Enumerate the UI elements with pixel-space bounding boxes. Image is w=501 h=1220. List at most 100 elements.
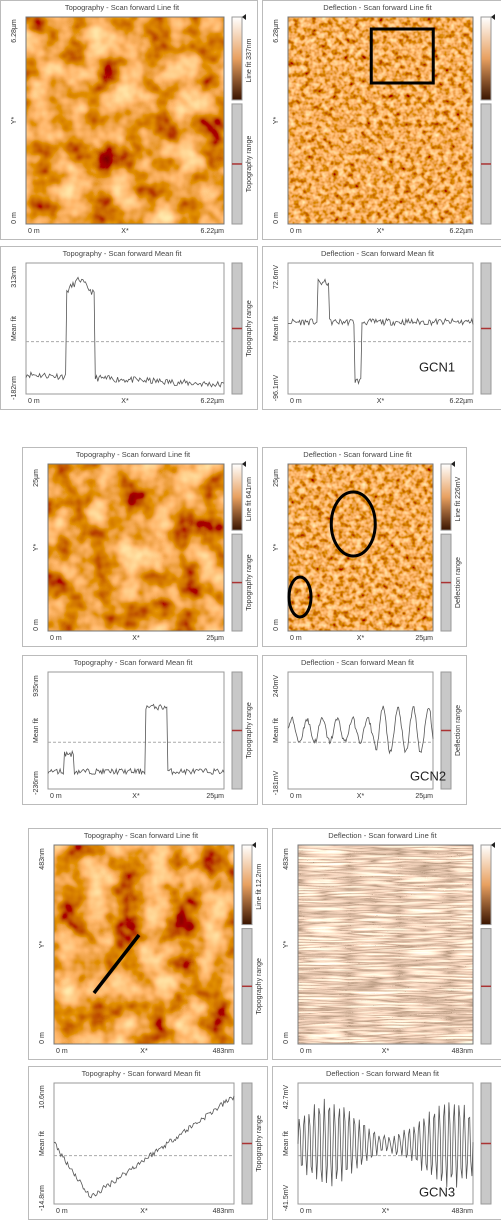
scan-image bbox=[54, 845, 234, 1044]
defl-profile: Deflection - Scan forward Mean fit 240mV M… bbox=[262, 655, 467, 805]
y-label: Y* bbox=[11, 117, 18, 125]
topo-image: Topography - Scan forward Line fit 25µm Y*… bbox=[22, 447, 258, 647]
scan-image bbox=[26, 17, 224, 224]
y-label: 313nm bbox=[11, 266, 18, 288]
range-label: Topography range bbox=[246, 554, 253, 611]
x-label: X* bbox=[377, 398, 385, 405]
x-label: X* bbox=[132, 793, 140, 800]
y-label: 42.7mV bbox=[283, 1085, 290, 1109]
y-label: Y* bbox=[39, 941, 46, 949]
x-label: 0 m bbox=[28, 228, 40, 235]
profile-path bbox=[92, 933, 141, 995]
x-label: 483nm bbox=[213, 1208, 235, 1215]
highlight-ellipse bbox=[287, 575, 313, 619]
x-label: 25µm bbox=[415, 635, 433, 642]
color-bar bbox=[241, 844, 253, 926]
panel-title: Deflection - Scan forward Mean fit bbox=[321, 249, 435, 258]
color-bar-marker bbox=[242, 14, 246, 20]
defl-profile: Deflection - Scan forward Mean fit 72.6mV… bbox=[262, 246, 501, 410]
x-label: 483nm bbox=[452, 1048, 474, 1055]
sample-label: GCN2 bbox=[410, 768, 446, 783]
image-border bbox=[287, 463, 434, 632]
y-label: Mean fit bbox=[39, 1131, 46, 1156]
scan-image bbox=[48, 464, 224, 631]
x-label: X* bbox=[377, 228, 385, 235]
range-label: Deflection range bbox=[455, 557, 462, 608]
y-label: 25µm bbox=[33, 469, 40, 487]
x-label: 0 m bbox=[290, 635, 302, 642]
highlight-box bbox=[369, 27, 435, 85]
x-label: 0 m bbox=[290, 398, 302, 405]
y-label: 0 m bbox=[273, 619, 280, 631]
panel-title: Topography - Scan forward Mean fit bbox=[74, 658, 194, 667]
x-label: 0 m bbox=[300, 1208, 312, 1215]
x-label: 0 m bbox=[56, 1208, 68, 1215]
x-label: 0 m bbox=[50, 793, 62, 800]
profile-line bbox=[47, 703, 225, 776]
color-bar-label: Line fit 226mV bbox=[455, 476, 462, 521]
scan-image bbox=[288, 17, 473, 224]
y-label: Y* bbox=[273, 544, 280, 552]
scan-image bbox=[298, 845, 473, 1044]
color-bar bbox=[440, 463, 452, 531]
y-label: Y* bbox=[273, 117, 280, 125]
y-label: 240mV bbox=[273, 675, 280, 698]
panel-title: Topography - Scan forward Line fit bbox=[65, 3, 180, 12]
image-border bbox=[297, 844, 474, 1045]
x-label: X* bbox=[382, 1208, 390, 1215]
y-label: -96.1mV bbox=[273, 374, 280, 401]
color-bar-marker bbox=[252, 842, 256, 848]
plot-area bbox=[25, 262, 225, 395]
x-label: X* bbox=[121, 398, 129, 405]
y-label: -41.5mV bbox=[283, 1184, 290, 1211]
panel-title: Deflection - Scan forward Mean fit bbox=[326, 1069, 440, 1078]
x-label: X* bbox=[140, 1048, 148, 1055]
x-label: X* bbox=[121, 228, 129, 235]
panel-title: Topography - Scan forward Line fit bbox=[76, 450, 191, 459]
image-border bbox=[25, 16, 225, 225]
plot-area bbox=[53, 1082, 235, 1205]
y-label: 10.6nm bbox=[39, 1085, 46, 1109]
x-label: 0 m bbox=[290, 793, 302, 800]
color-bar-marker bbox=[242, 461, 246, 467]
plot-area bbox=[47, 671, 225, 790]
plot-area bbox=[287, 262, 474, 395]
y-label: 483nm bbox=[283, 848, 290, 870]
y-label: 935nm bbox=[33, 675, 40, 697]
range-label: Topography range bbox=[256, 1115, 263, 1172]
color-bar-label: Line fit 12.2nm bbox=[256, 864, 263, 910]
panel-title: Deflection - Scan forward Line fit bbox=[328, 831, 437, 840]
sample-label: GCN3 bbox=[419, 1184, 455, 1199]
x-label: 6.22µm bbox=[450, 398, 474, 405]
range-label: Topography range bbox=[246, 702, 253, 759]
y-label: -14.8nm bbox=[39, 1185, 46, 1211]
defl-image: Deflection - Scan forward Line fit 483nm Y… bbox=[272, 828, 501, 1060]
range-label: Deflection range bbox=[455, 705, 462, 756]
y-label: 6.28µm bbox=[11, 19, 18, 43]
color-bar bbox=[480, 844, 492, 926]
topo-profile: Topography - Scan forward Mean fit 313nm M… bbox=[0, 246, 258, 410]
y-label: 6.28µm bbox=[273, 19, 280, 43]
y-label: -181mV bbox=[273, 770, 280, 795]
color-bar-marker bbox=[491, 14, 495, 20]
x-label: 25µm bbox=[415, 793, 433, 800]
panel-title: Deflection - Scan forward Line fit bbox=[303, 450, 412, 459]
x-label: 6.22µm bbox=[201, 228, 225, 235]
image-border bbox=[287, 16, 474, 225]
y-label: Mean fit bbox=[273, 718, 280, 743]
panel-title: Topography - Scan forward Mean fit bbox=[63, 249, 183, 258]
y-label: Mean fit bbox=[283, 1131, 290, 1156]
color-bar bbox=[480, 16, 492, 101]
color-bar-marker bbox=[451, 461, 455, 467]
x-label: X* bbox=[357, 635, 365, 642]
defl-image: Deflection - Scan forward Line fit 25µm Y*… bbox=[262, 447, 467, 647]
y-label: Mean fit bbox=[273, 316, 280, 341]
y-label: 25µm bbox=[273, 469, 280, 487]
x-label: 0 m bbox=[290, 228, 302, 235]
scan-image bbox=[288, 464, 433, 631]
topo-image: Topography - Scan forward Line fit 6.28µm… bbox=[0, 0, 258, 240]
y-label: 0 m bbox=[283, 1032, 290, 1044]
x-label: 0 m bbox=[300, 1048, 312, 1055]
x-label: 0 m bbox=[56, 1048, 68, 1055]
